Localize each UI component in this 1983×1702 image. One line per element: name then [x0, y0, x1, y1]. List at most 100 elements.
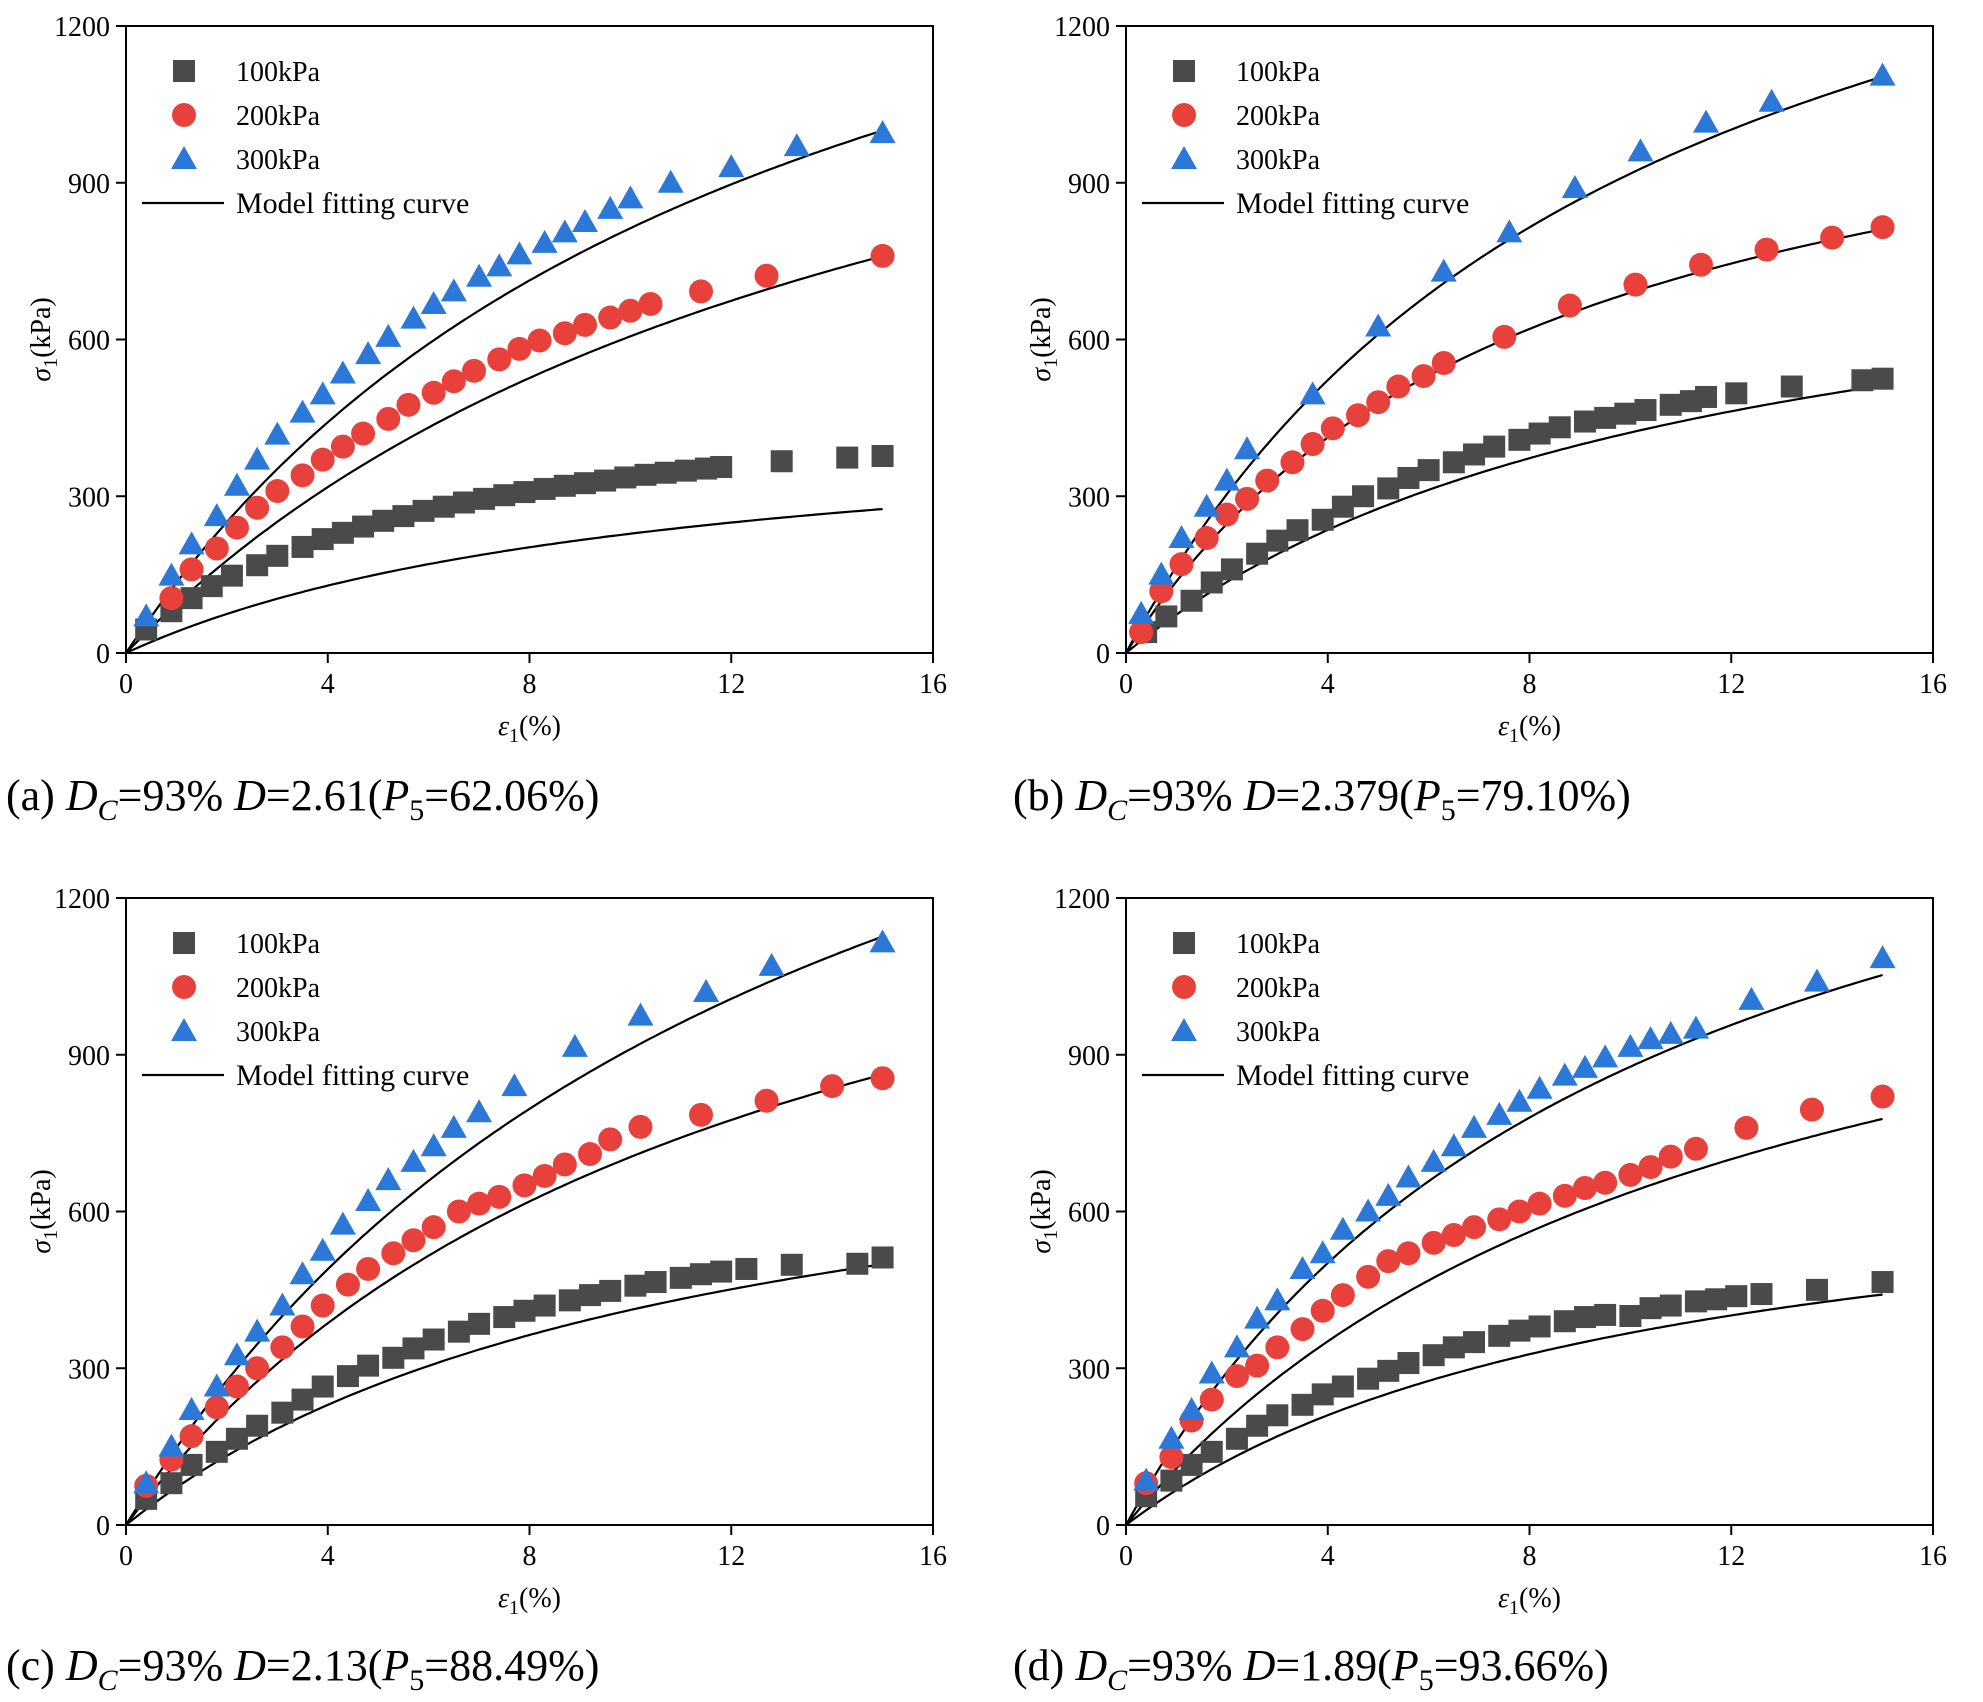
data-point — [836, 446, 859, 469]
y-tick-label: 1200 — [1054, 12, 1110, 43]
data-point — [466, 263, 493, 287]
data-point — [133, 1470, 160, 1494]
legend-label: Model fitting curve — [1236, 187, 1469, 220]
data-point — [244, 446, 271, 470]
data-point — [1705, 1288, 1728, 1311]
data-point — [1200, 1440, 1223, 1463]
data-point — [597, 195, 624, 219]
data-point — [1659, 393, 1682, 416]
series-100kPa — [1135, 1271, 1894, 1508]
data-point — [1441, 1223, 1466, 1248]
data-point — [1548, 416, 1571, 439]
caption-panel-a: (a) DC=93% D=2.61(P5=62.06%) — [6, 770, 599, 828]
y-tick-label: 0 — [1096, 1511, 1110, 1542]
data-point — [1346, 403, 1371, 428]
caption-dc-value: =93% — [117, 771, 235, 820]
data-point — [468, 1312, 491, 1335]
x-tick-label: 0 — [119, 669, 133, 700]
data-point — [452, 491, 475, 514]
data-point — [289, 1261, 316, 1285]
data-point — [180, 1453, 203, 1476]
data-point — [1133, 1467, 1160, 1491]
data-point — [710, 1260, 733, 1283]
caption-panel-d: (d) DC=93% D=1.89(P5=93.66%) — [1013, 1640, 1609, 1698]
data-point — [1682, 1015, 1709, 1039]
y-tick-label: 0 — [96, 639, 110, 670]
data-point — [869, 929, 896, 953]
series-200kPa — [1134, 1084, 1895, 1496]
data-point — [1266, 1404, 1289, 1427]
caption-dc-value: =93% — [117, 1641, 235, 1690]
y-tick-label: 600 — [68, 326, 110, 357]
data-point — [493, 484, 516, 507]
fit-curve-100kPa — [1125, 384, 1883, 654]
legend-marker — [172, 975, 196, 999]
legend: 100kPa 200kPa 300kPa Model fitting curve — [142, 57, 469, 220]
data-point — [1507, 1199, 1532, 1224]
data-point — [617, 185, 644, 209]
data-point — [330, 434, 355, 459]
data-point — [1820, 225, 1845, 250]
caption-dc-sub: C — [1107, 793, 1128, 827]
data-point — [770, 450, 793, 473]
data-point — [203, 1373, 230, 1397]
data-point — [1395, 1164, 1422, 1188]
data-point — [1356, 1264, 1381, 1289]
caption-d-value: =2.379( — [1275, 771, 1414, 820]
x-tick-label: 4 — [321, 669, 335, 700]
caption-dc-sub: C — [97, 1663, 118, 1697]
legend-label: Model fitting curve — [236, 187, 469, 220]
data-point — [1442, 451, 1465, 474]
x-tick-label: 8 — [1523, 1541, 1537, 1572]
data-point — [422, 1328, 445, 1351]
data-point — [1506, 1088, 1533, 1112]
legend-marker — [173, 60, 195, 82]
data-point — [375, 1167, 402, 1191]
legend-label: 100kPa — [236, 929, 321, 960]
data-point — [311, 528, 334, 551]
legend-label: 300kPa — [236, 145, 321, 176]
data-point — [264, 421, 291, 445]
legend-label: Model fitting curve — [236, 1059, 469, 1092]
data-point — [290, 1314, 315, 1339]
data-point — [638, 291, 663, 316]
x-tick-label: 4 — [1321, 1541, 1335, 1572]
data-point — [401, 1228, 426, 1253]
caption-d-value: =2.13( — [265, 1641, 383, 1690]
data-point — [329, 1211, 356, 1235]
data-point — [552, 321, 577, 346]
caption-dc-var: D — [65, 1641, 98, 1690]
data-point — [400, 305, 427, 329]
data-point — [1280, 450, 1305, 475]
data-point — [245, 495, 270, 520]
y-axis-label: σ1(kPa) — [26, 297, 62, 381]
data-point — [432, 495, 455, 518]
caption-d-var: D — [1243, 1641, 1276, 1690]
data-point — [1758, 88, 1785, 112]
y-tick-label: 900 — [68, 169, 110, 200]
legend-marker — [173, 932, 195, 954]
data-point — [1149, 579, 1174, 604]
chart-panel-d: 0 4 8 12 16 0 300 600 900 1200 ε1(%) σ1(kPa) 100kPa 2… — [1026, 884, 1947, 1619]
data-point — [1463, 443, 1486, 466]
y-tick-label: 1200 — [54, 884, 110, 915]
data-point — [871, 445, 894, 468]
data-point — [599, 1279, 622, 1302]
data-point — [179, 1424, 204, 1449]
data-point — [1255, 468, 1280, 493]
data-point — [1246, 1414, 1269, 1437]
data-point — [1158, 1425, 1185, 1449]
data-point — [1442, 1336, 1465, 1359]
data-point — [512, 1173, 537, 1198]
y-tick-label: 300 — [68, 482, 110, 513]
data-point — [578, 1142, 603, 1167]
data-point — [1329, 1216, 1356, 1240]
data-point — [1594, 406, 1617, 429]
data-point — [271, 1401, 294, 1424]
data-point — [493, 1306, 516, 1329]
caption-d-value: =1.89( — [1275, 1641, 1392, 1690]
data-point — [1290, 1317, 1315, 1342]
fit-curve-300kPa — [125, 935, 883, 1526]
data-point — [1417, 459, 1440, 482]
legend-label: 200kPa — [236, 101, 321, 132]
